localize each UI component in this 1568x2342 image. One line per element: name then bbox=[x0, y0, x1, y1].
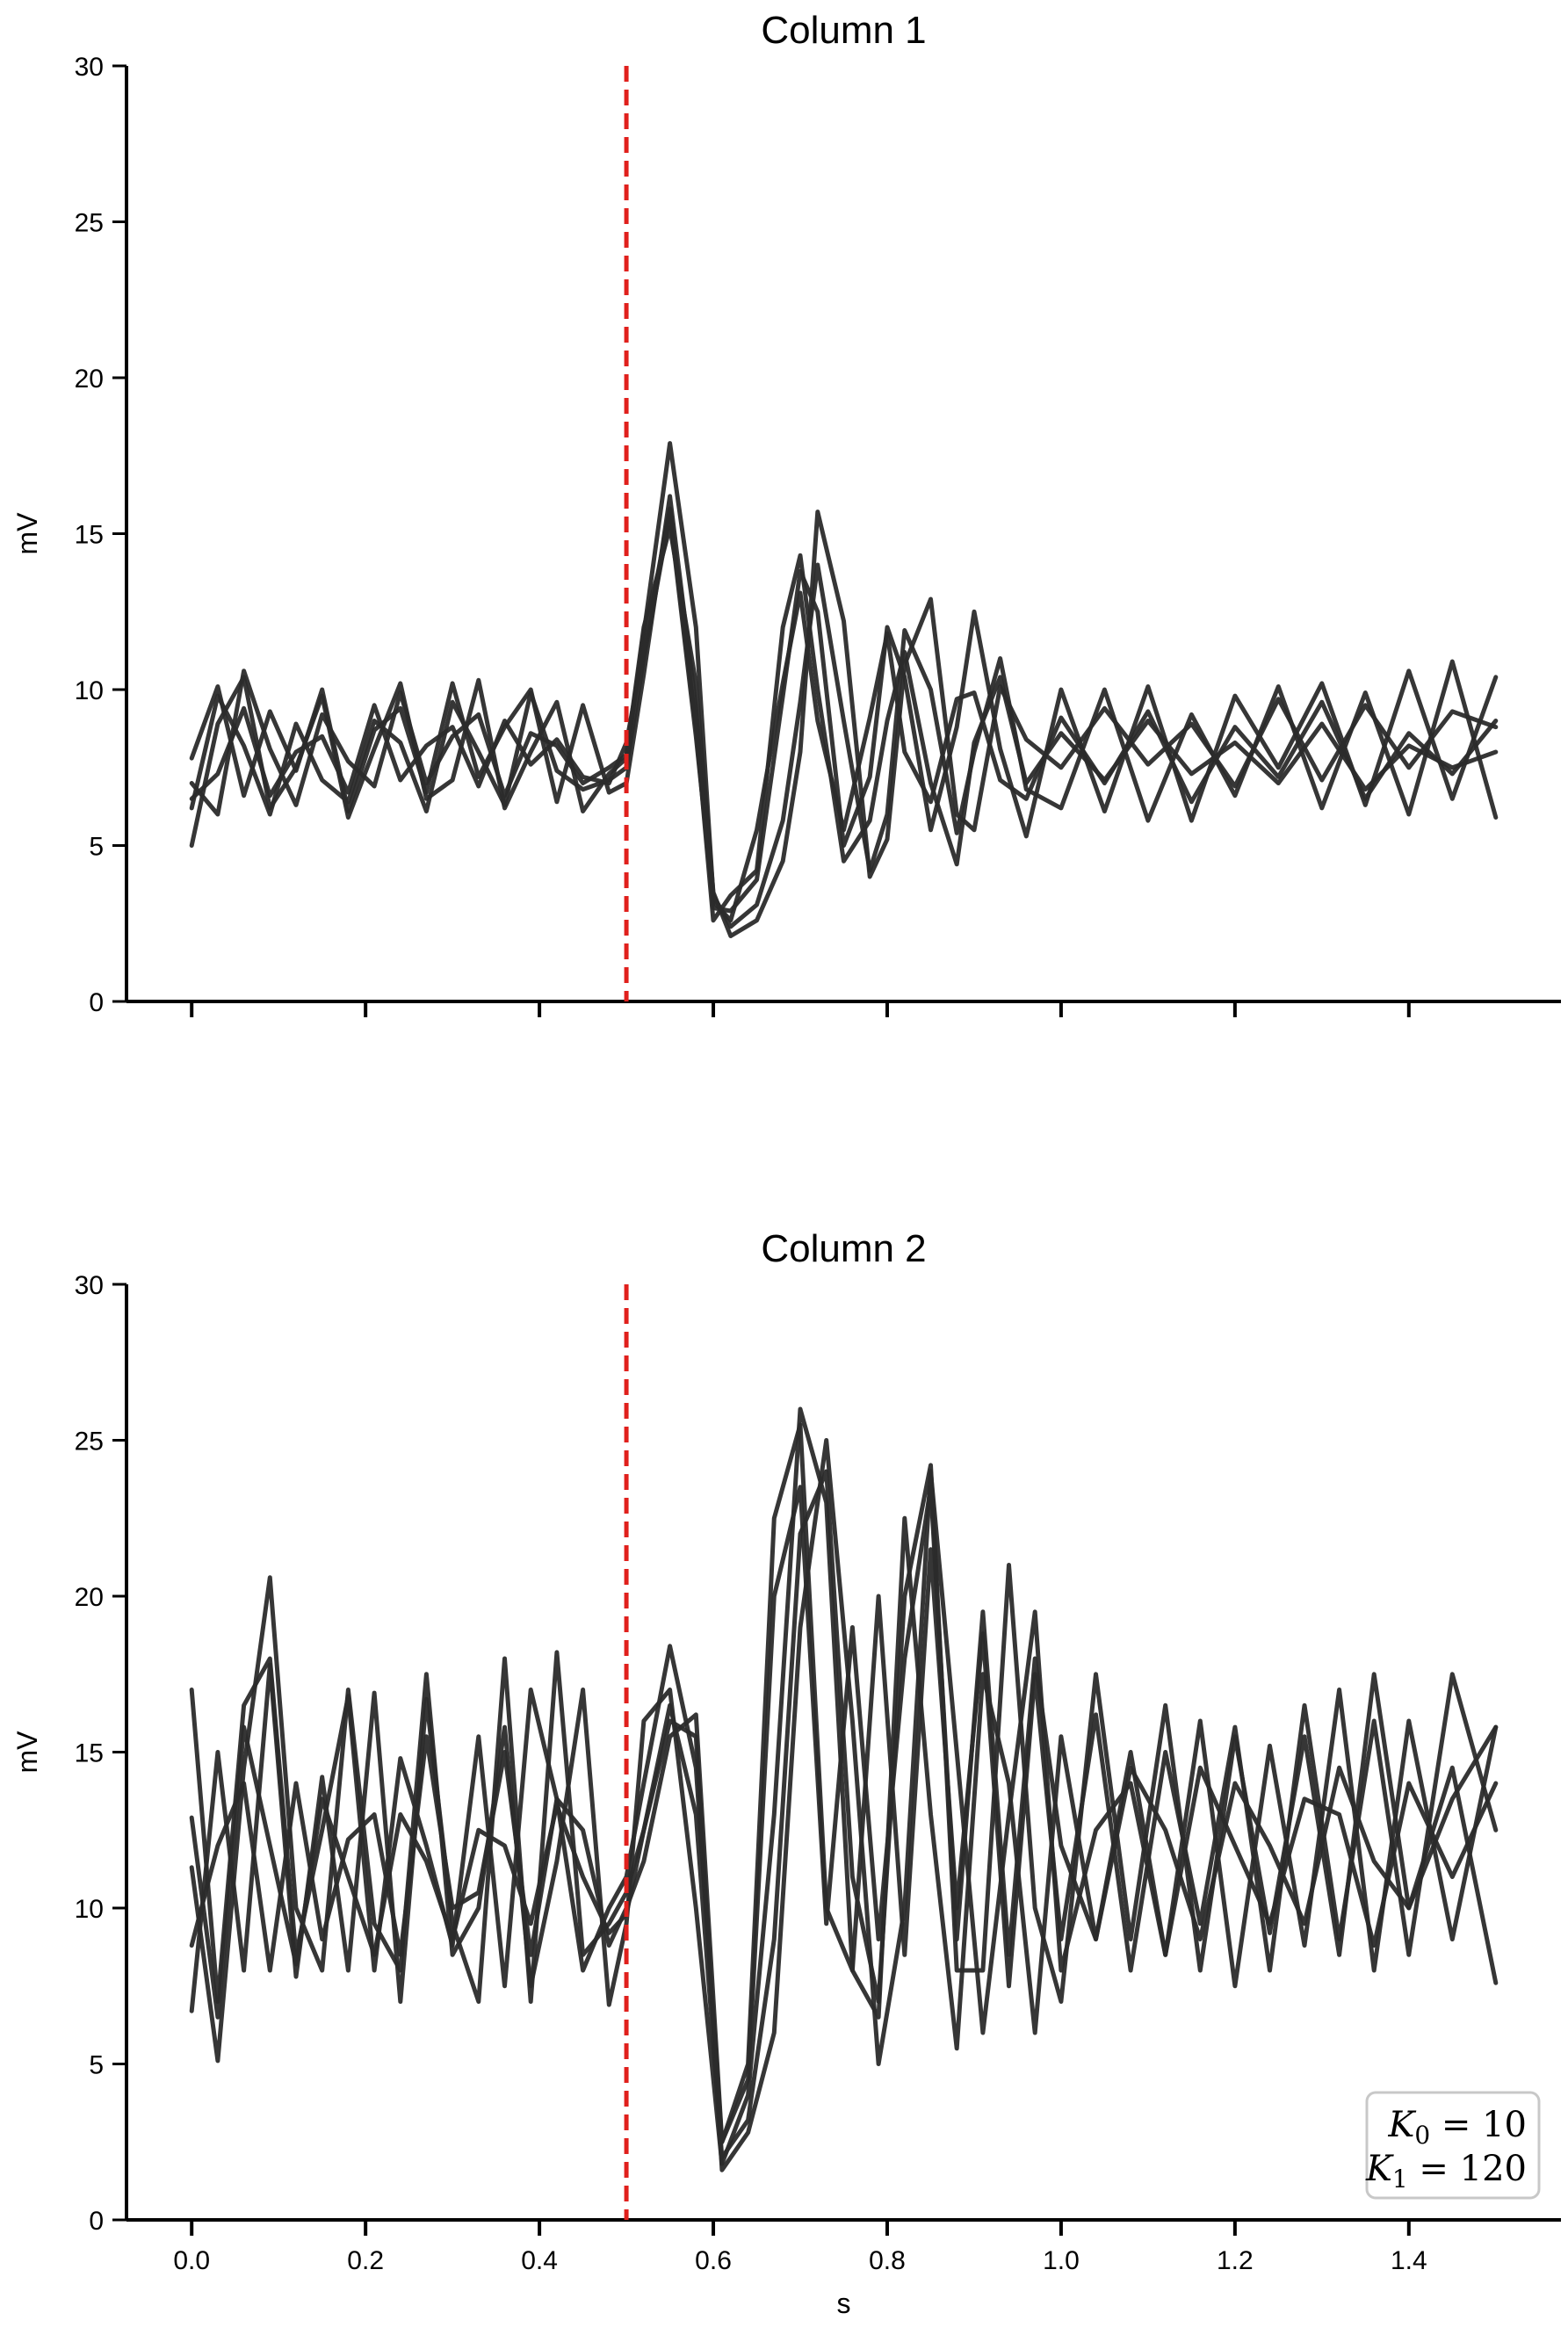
series-line-4 bbox=[189, 1438, 1499, 2172]
y-tick-label: 10 bbox=[75, 1895, 104, 1924]
series-line-2 bbox=[189, 1406, 1499, 2166]
series-line-1 bbox=[189, 1422, 1499, 2144]
x-tick-label: 0.8 bbox=[869, 2246, 906, 2275]
series-group bbox=[189, 1406, 1499, 2172]
y-tick-label: 15 bbox=[75, 521, 104, 550]
x-tick-label: 0.6 bbox=[695, 2246, 732, 2275]
legend-entry-k0: K0 = 10 bbox=[1387, 2105, 1527, 2150]
series-group bbox=[189, 441, 1499, 938]
y-tick-label: 20 bbox=[75, 1583, 104, 1612]
legend-entry-k1: K1 = 120 bbox=[1365, 2149, 1527, 2194]
series-line-4 bbox=[189, 510, 1499, 938]
y-tick-label: 5 bbox=[89, 2051, 104, 2080]
chart-title: Column 2 bbox=[761, 1227, 926, 1270]
series-line-3 bbox=[189, 441, 1499, 929]
series-line-2 bbox=[189, 494, 1499, 914]
series-line-5 bbox=[189, 1485, 1499, 2144]
x-tick-label: 1.2 bbox=[1217, 2246, 1254, 2275]
y-tick-label: 0 bbox=[89, 988, 104, 1017]
x-tick-label: 1.4 bbox=[1391, 2246, 1427, 2275]
y-tick-label: 10 bbox=[75, 676, 104, 705]
series-line-5 bbox=[189, 506, 1499, 923]
x-tick-label: 0.0 bbox=[173, 2246, 210, 2275]
y-axis-label: mV bbox=[11, 512, 43, 555]
y-tick-label: 15 bbox=[75, 1739, 104, 1768]
x-tick-label: 0.4 bbox=[521, 2246, 558, 2275]
y-tick-label: 30 bbox=[75, 1271, 104, 1300]
x-axis-label: s bbox=[837, 2288, 851, 2319]
x-tick-label: 0.2 bbox=[347, 2246, 384, 2275]
y-tick-label: 30 bbox=[75, 53, 104, 82]
y-tick-label: 5 bbox=[89, 833, 104, 862]
y-tick-label: 20 bbox=[75, 365, 104, 394]
y-axis-label: mV bbox=[11, 1731, 43, 1774]
x-tick-label: 1.0 bbox=[1043, 2246, 1080, 2275]
y-tick-label: 25 bbox=[75, 1428, 104, 1457]
y-tick-label: 25 bbox=[75, 209, 104, 238]
legend-box bbox=[1365, 2091, 1541, 2200]
chart-title: Column 1 bbox=[761, 9, 926, 52]
panel-column-2: Column 2 0 5 10 15 20 25 30 0.0 0.2 0.4 0.6 0.8 1.0 1.… bbox=[11, 1227, 1561, 2319]
y-tick-label: 0 bbox=[89, 2207, 104, 2236]
panel-column-1: Column 1 0 5 10 15 20 25 30 mV bbox=[11, 9, 1561, 1017]
